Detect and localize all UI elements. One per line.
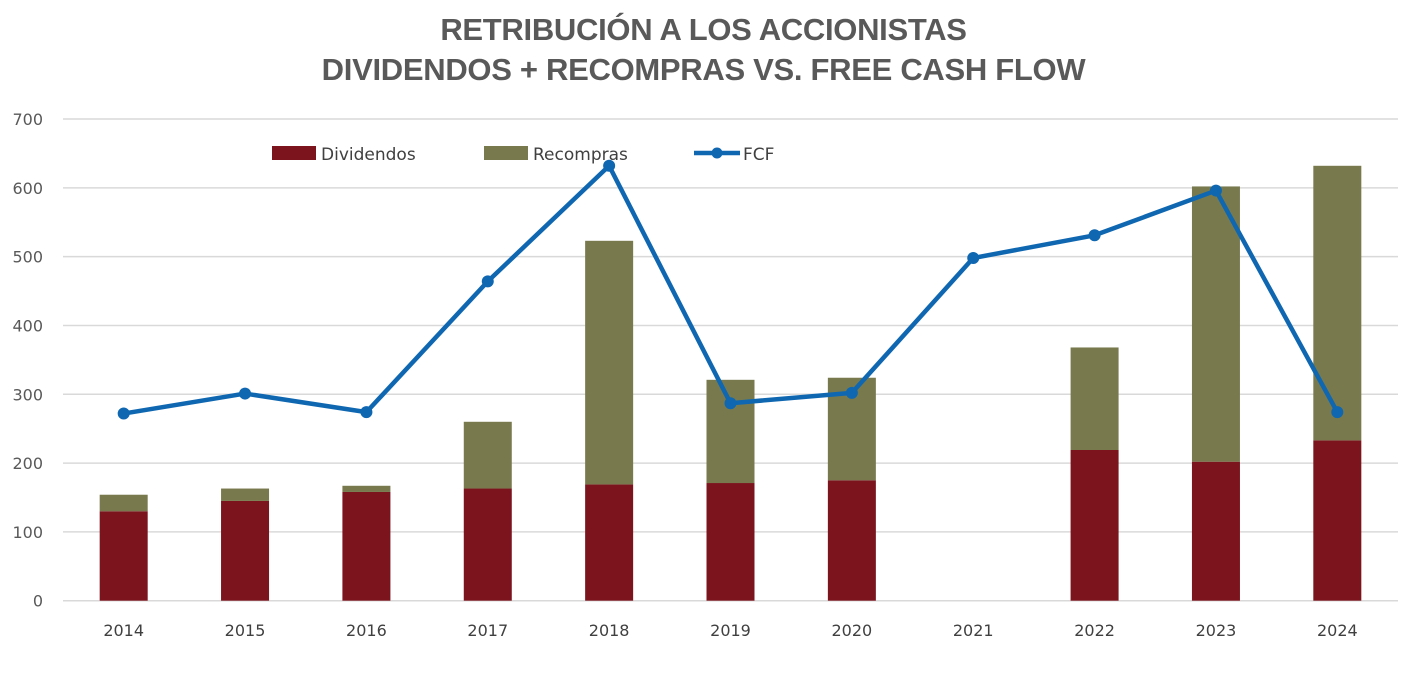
legend: Dividendos Recompras FCF	[272, 145, 774, 165]
x-tick-label: 2022	[1074, 621, 1115, 640]
y-tick-label: 500	[12, 248, 43, 267]
fcf-point	[481, 275, 494, 288]
chart-subtitle: DIVIDENDOS + RECOMPRAS VS. FREE CASH FLO…	[321, 52, 1086, 87]
bar-dividendos	[99, 511, 148, 601]
fcf-point	[239, 387, 252, 400]
bar-recompras	[99, 494, 148, 512]
bar-recompras	[1070, 347, 1119, 450]
x-tick-label: 2019	[710, 621, 751, 640]
bar-dividendos	[706, 483, 755, 601]
x-tick-label: 2014	[103, 621, 144, 640]
bar-dividendos	[827, 480, 876, 601]
bar-dividendos	[1313, 440, 1362, 601]
y-tick-label: 600	[12, 179, 43, 198]
fcf-point	[845, 386, 858, 399]
fcf-line	[123, 163, 1340, 416]
bar-dividendos	[1070, 449, 1119, 601]
fcf-point	[967, 252, 980, 265]
x-axis-ticks: 2014 2015 2016 2017 2018 2019 2020 2021 2022 2023…	[103, 621, 1357, 640]
y-tick-label: 0	[33, 592, 43, 611]
fcf-point	[603, 159, 616, 172]
fcf-point	[724, 397, 737, 410]
bar-recompras	[1313, 165, 1362, 441]
x-tick-label: 2021	[953, 621, 994, 640]
x-tick-label: 2015	[225, 621, 266, 640]
y-tick-label: 300	[12, 385, 43, 404]
x-tick-label: 2023	[1196, 621, 1237, 640]
legend-swatch-dividendos	[272, 146, 316, 160]
y-axis-ticks: 0 100 200 300 400 500 600 700	[12, 110, 43, 611]
legend-label-fcf: FCF	[743, 145, 774, 165]
bar-dividendos	[1191, 461, 1240, 601]
bar-recompras	[342, 485, 391, 492]
legend-swatch-recompras	[484, 146, 528, 160]
bar-recompras	[463, 421, 512, 489]
y-tick-label: 100	[12, 523, 43, 542]
chart-title: RETRIBUCIÓN A LOS ACCIONISTAS	[440, 12, 967, 47]
bar-recompras	[706, 379, 755, 484]
bar-dividendos	[342, 491, 391, 601]
y-tick-label: 200	[12, 454, 43, 473]
legend-label-dividendos: Dividendos	[321, 145, 416, 165]
bar-dividendos	[221, 500, 270, 601]
x-tick-label: 2018	[589, 621, 630, 640]
y-tick-label: 400	[12, 316, 43, 335]
bar-recompras	[585, 240, 634, 485]
fcf-point	[360, 406, 373, 419]
legend-marker-fcf	[711, 147, 723, 159]
fcf-line-group	[117, 159, 1344, 420]
bar-recompras	[1191, 186, 1240, 462]
fcf-point	[1331, 406, 1344, 419]
x-tick-label: 2016	[346, 621, 387, 640]
y-tick-label: 700	[12, 110, 43, 129]
fcf-point	[1088, 229, 1101, 242]
x-tick-label: 2017	[467, 621, 508, 640]
bar-recompras	[221, 488, 270, 501]
legend-label-recompras: Recompras	[533, 145, 628, 165]
x-tick-label: 2020	[832, 621, 873, 640]
x-tick-label: 2024	[1317, 621, 1358, 640]
fcf-point	[1209, 184, 1222, 197]
fcf-point	[117, 407, 130, 420]
bars	[99, 165, 1362, 601]
bar-dividendos	[585, 484, 634, 601]
bar-dividendos	[463, 488, 512, 601]
